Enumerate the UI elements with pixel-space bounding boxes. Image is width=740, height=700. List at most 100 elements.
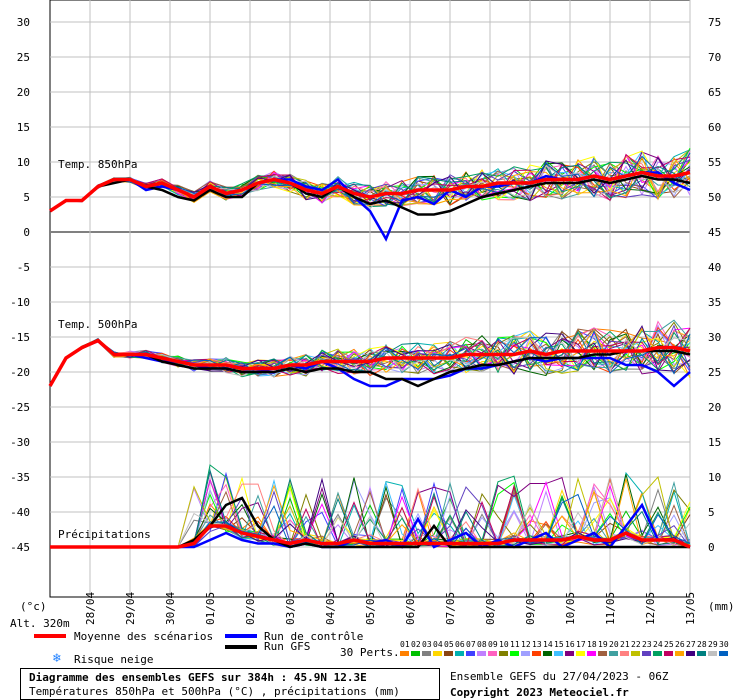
pert-number: 07 bbox=[466, 640, 476, 649]
pert-number: 19 bbox=[598, 640, 608, 649]
pert-swatch bbox=[631, 651, 640, 656]
pert-number: 10 bbox=[499, 640, 509, 649]
x-tick-label: 13/05 bbox=[684, 592, 697, 625]
pert-number: 09 bbox=[488, 640, 498, 649]
pert-number: 23 bbox=[642, 640, 652, 649]
mean-swatch bbox=[34, 634, 66, 638]
x-tick-label: 01/05 bbox=[204, 592, 217, 625]
series-850 bbox=[49, 174, 691, 216]
pert-swatch bbox=[554, 651, 563, 656]
right-unit: (mm) bbox=[708, 600, 735, 613]
pert-swatch bbox=[620, 651, 629, 656]
pert-number: 14 bbox=[543, 640, 553, 649]
left-unit: (°c) bbox=[20, 600, 47, 613]
pert-number: 01 bbox=[400, 640, 410, 649]
y-tick-label-left: -10 bbox=[10, 296, 30, 309]
pert-number: 15 bbox=[554, 640, 564, 649]
pert-number: 25 bbox=[664, 640, 674, 649]
pert-number: 28 bbox=[697, 640, 707, 649]
legend-control: Run de contrôle bbox=[264, 630, 364, 643]
y-tick-label-right: 75 bbox=[708, 16, 721, 29]
y-tick-label-left: -20 bbox=[10, 366, 30, 379]
pert-number: 02 bbox=[411, 640, 421, 649]
y-tick-label-right: 10 bbox=[708, 471, 721, 484]
pert-swatch bbox=[565, 651, 574, 656]
pert-swatch bbox=[477, 651, 486, 656]
series-precip bbox=[50, 524, 691, 549]
legend-snow: Risque neige bbox=[74, 653, 154, 666]
pert-swatch bbox=[576, 651, 585, 656]
y-tick-label-left: 30 bbox=[17, 16, 30, 29]
pert-number: 21 bbox=[620, 640, 630, 649]
footer-title: Diagramme des ensembles GEFS sur 384h : … bbox=[29, 671, 367, 684]
pert-swatch bbox=[686, 651, 695, 656]
pert-number: 30 bbox=[719, 640, 729, 649]
pert-swatch bbox=[521, 651, 530, 656]
legend-perts: 30 Perts. bbox=[340, 646, 400, 659]
y-tick-label-right: 50 bbox=[708, 191, 721, 204]
pert-swatch bbox=[719, 651, 728, 656]
legend-mean: Moyenne des scénarios bbox=[74, 630, 214, 643]
x-tick-label: 03/05 bbox=[284, 592, 297, 625]
y-tick-label-right: 45 bbox=[708, 226, 721, 239]
pert-number: 11 bbox=[510, 640, 520, 649]
series-850 bbox=[49, 170, 691, 213]
pert-number: 22 bbox=[631, 640, 641, 649]
pert-swatch bbox=[411, 651, 420, 656]
pert-number: 05 bbox=[444, 640, 454, 649]
x-tick-label: 07/05 bbox=[444, 592, 457, 625]
pert-number: 20 bbox=[609, 640, 619, 649]
footer-subtitle: Températures 850hPa et 500hPa (°C) , pré… bbox=[29, 685, 400, 698]
run-info: Ensemble GEFS du 27/04/2023 - 06Z bbox=[450, 670, 669, 683]
y-tick-label-right: 30 bbox=[708, 331, 721, 344]
pert-swatch bbox=[422, 651, 431, 656]
y-tick-label-left: -35 bbox=[10, 471, 30, 484]
pert-number: 27 bbox=[686, 640, 696, 649]
pert-swatch bbox=[653, 651, 662, 656]
x-tick-label: 06/05 bbox=[404, 592, 417, 625]
y-tick-label-right: 25 bbox=[708, 366, 721, 379]
ensemble-member-500 bbox=[49, 326, 691, 387]
y-tick-label-left: 15 bbox=[17, 121, 30, 134]
y-tick-label-right: 65 bbox=[708, 86, 721, 99]
x-tick-label: 29/04 bbox=[124, 592, 137, 625]
legend-gfs: Run GFS bbox=[264, 640, 311, 653]
pert-number: 29 bbox=[708, 640, 718, 649]
pert-swatch bbox=[708, 651, 717, 656]
pert-number: 24 bbox=[653, 640, 663, 649]
pert-swatch bbox=[433, 651, 442, 656]
x-tick-label: 02/05 bbox=[244, 592, 257, 625]
y-tick-label-left: 0 bbox=[23, 226, 30, 239]
pert-swatch bbox=[444, 651, 453, 656]
pert-swatch bbox=[466, 651, 475, 656]
y-tick-label-right: 5 bbox=[708, 506, 715, 519]
x-tick-label: 05/05 bbox=[364, 592, 377, 625]
pert-swatch bbox=[598, 651, 607, 656]
pert-number: 08 bbox=[477, 640, 487, 649]
pert-swatch bbox=[488, 651, 497, 656]
y-tick-label-left: 25 bbox=[17, 51, 30, 64]
pert-number: 06 bbox=[455, 640, 465, 649]
pert-swatch bbox=[510, 651, 519, 656]
pert-number: 18 bbox=[587, 640, 597, 649]
x-tick-label: 10/05 bbox=[564, 592, 577, 625]
pert-number: 03 bbox=[422, 640, 432, 649]
pert-swatch bbox=[455, 651, 464, 656]
pert-swatch bbox=[400, 651, 409, 656]
x-tick-label: 11/05 bbox=[604, 592, 617, 625]
panel-label: Temp. 500hPa bbox=[58, 318, 137, 331]
x-tick-label: 28/04 bbox=[84, 592, 97, 625]
y-tick-label-left: -5 bbox=[17, 261, 30, 274]
pert-number: 17 bbox=[576, 640, 586, 649]
y-tick-label-left: -15 bbox=[10, 331, 30, 344]
pert-swatch bbox=[532, 651, 541, 656]
x-tick-label: 30/04 bbox=[164, 592, 177, 625]
panel-label: Temp. 850hPa bbox=[58, 158, 137, 171]
pert-number: 16 bbox=[565, 640, 575, 649]
y-tick-label-right: 35 bbox=[708, 296, 721, 309]
y-tick-label-left: -30 bbox=[10, 436, 30, 449]
gfs-swatch bbox=[225, 645, 257, 649]
pert-number: 12 bbox=[521, 640, 531, 649]
y-tick-label-left: 5 bbox=[23, 191, 30, 204]
